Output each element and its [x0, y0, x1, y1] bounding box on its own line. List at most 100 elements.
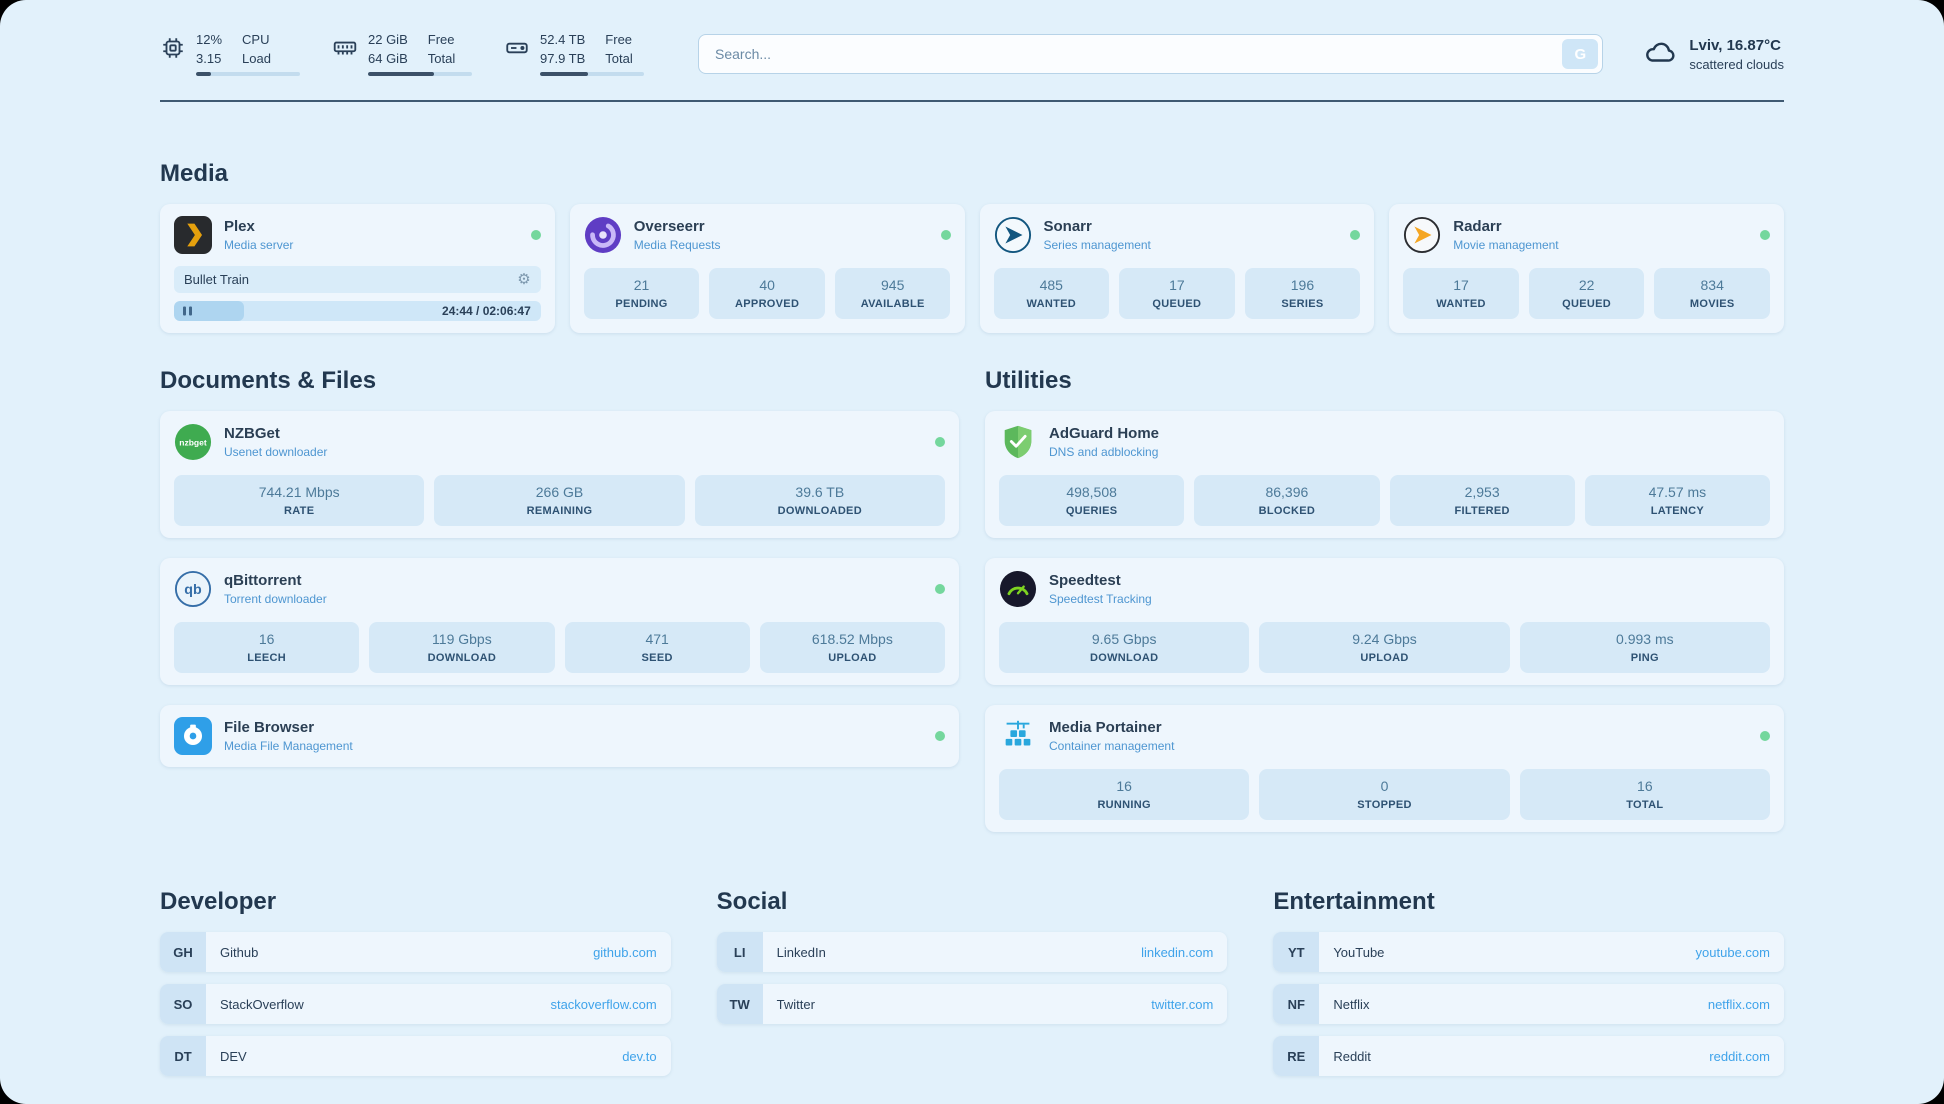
disk-total-label: Total	[605, 51, 633, 66]
service-card-sonarr[interactable]: Sonarr Series management 485 WANTED 17 Q…	[979, 204, 1375, 333]
bookmark-name: DEV	[220, 1048, 247, 1064]
stat-value: 119 Gbps	[432, 631, 492, 647]
stat-value: 16	[258, 631, 275, 647]
cpu-usage-value: 12%	[196, 32, 223, 47]
stat-label: BLOCKED	[1258, 505, 1316, 517]
service-subtitle: Torrent downloader	[224, 592, 327, 606]
weather-location: Lviv, 16.87°C	[1689, 36, 1781, 54]
stat-label: REMAINING	[526, 505, 593, 517]
pause-button[interactable]	[183, 306, 192, 316]
disk-free-label: Free	[605, 32, 633, 47]
stat-label: APPROVED	[735, 298, 800, 310]
stat-block: 945 AVAILABLE	[834, 268, 951, 319]
bookmark-abbr: DT	[160, 1036, 206, 1076]
bookmark-url: youtube.com	[1695, 944, 1770, 960]
stat-block: 196 SERIES	[1244, 268, 1361, 319]
bookmark-netflix[interactable]: NF Netflix netflix.com	[1273, 984, 1784, 1024]
bookmarks-group-entertainment: Entertainment YT YouTube youtube.com NF …	[1273, 888, 1784, 1076]
bookmark-url: github.com	[593, 944, 657, 960]
service-card-qbittorrent[interactable]: qb qBittorrent Torrent downloader 16	[160, 558, 959, 685]
bookmark-stackoverflow[interactable]: SO StackOverflow stackoverflow.com	[160, 984, 671, 1024]
stat-block: 39.6 TB DOWNLOADED	[694, 475, 945, 526]
service-card-portainer[interactable]: Media Portainer Container management 16 …	[985, 705, 1784, 832]
stat-block: 16 TOTAL	[1519, 769, 1770, 820]
nzbget-icon: nzbget	[174, 423, 212, 461]
bookmark-twitter[interactable]: TW Twitter twitter.com	[716, 984, 1228, 1024]
stat-block: 16 RUNNING	[999, 769, 1250, 820]
stat-block: 9.24 Gbps UPLOAD	[1259, 622, 1510, 673]
stat-value: 945	[881, 277, 905, 293]
weather-widget: Lviv, 16.87°C scattered clouds	[1643, 35, 1784, 74]
stat-value: 17	[1453, 277, 1469, 293]
service-subtitle: Media server	[224, 238, 294, 252]
adguard-icon	[999, 423, 1037, 461]
stat-value: 47.57 ms	[1648, 484, 1707, 500]
stat-value: 22	[1578, 277, 1595, 293]
bookmark-url: reddit.com	[1709, 1048, 1770, 1064]
stat-value: 40	[759, 277, 775, 293]
stat-value: 485	[1039, 277, 1063, 293]
stat-value: 16	[1116, 778, 1132, 794]
section-title-developer: Developer	[160, 888, 277, 915]
search-go-button[interactable]: G	[1562, 39, 1599, 69]
service-card-adguard[interactable]: AdGuard Home DNS and adblocking 498,508 …	[985, 411, 1784, 538]
bookmark-youtube[interactable]: YT YouTube youtube.com	[1273, 932, 1784, 972]
cloud-icon	[1643, 35, 1677, 74]
service-card-speedtest[interactable]: Speedtest Speedtest Tracking 9.65 Gbps D…	[985, 558, 1784, 685]
stat-label: PENDING	[615, 298, 668, 310]
stat-label: DOWNLOADED	[777, 505, 862, 517]
stat-value: 266 GB	[535, 484, 584, 500]
stat-label: LATENCY	[1650, 505, 1704, 517]
stat-value: 834	[1700, 277, 1724, 293]
disk-icon	[504, 35, 530, 61]
service-name: File Browser	[224, 719, 315, 736]
stat-label: DOWNLOAD	[1089, 652, 1159, 664]
bookmark-abbr: RE	[1273, 1036, 1320, 1076]
playback-progress-bar: 24:44 / 02:06:47	[174, 301, 541, 321]
speedtest-icon	[999, 570, 1037, 608]
stat-label: LEECH	[247, 652, 287, 664]
service-card-filebrowser[interactable]: File Browser Media File Management	[160, 705, 959, 767]
stat-label: RATE	[284, 505, 315, 517]
stat-value: 9.65 Gbps	[1091, 631, 1157, 647]
gear-icon[interactable]: ⚙	[517, 271, 531, 288]
stat-block: 22 QUEUED	[1528, 268, 1645, 319]
stat-block: 21 PENDING	[583, 268, 700, 319]
service-card-overseerr[interactable]: Overseerr Media Requests 21 PENDING 40 A…	[569, 204, 965, 333]
stat-label: SERIES	[1281, 298, 1324, 310]
bookmark-dev[interactable]: DT DEV dev.to	[160, 1036, 671, 1076]
stat-block: 16 LEECH	[174, 622, 360, 673]
service-card-plex[interactable]: Plex Media server Bullet Train ⚙ 24:44 /…	[160, 204, 555, 333]
service-name: Overseerr	[633, 218, 705, 235]
stat-label: RUNNING	[1097, 799, 1151, 811]
service-card-nzbget[interactable]: nzbget NZBGet Usenet downloader 744.21 M…	[160, 411, 959, 538]
filebrowser-icon	[174, 717, 212, 755]
bookmark-name: Twitter	[776, 996, 815, 1012]
stat-value: 618.52 Mbps	[811, 631, 893, 647]
bookmark-url: netflix.com	[1707, 996, 1770, 1012]
status-dot	[1760, 230, 1770, 240]
service-name: AdGuard Home	[1049, 425, 1160, 442]
stat-block: 266 GB REMAINING	[434, 475, 685, 526]
bookmark-abbr: SO	[160, 984, 206, 1024]
bookmark-linkedin[interactable]: LI LinkedIn linkedin.com	[716, 932, 1228, 972]
disk-progress-bar	[540, 72, 644, 76]
status-dot	[935, 437, 945, 447]
bookmark-name: Netflix	[1333, 996, 1370, 1012]
stat-value: 0.993 ms	[1616, 631, 1674, 647]
playback-time: 24:44 / 02:06:47	[442, 304, 531, 318]
bookmark-reddit[interactable]: RE Reddit reddit.com	[1273, 1036, 1784, 1076]
stat-label: DOWNLOAD	[427, 652, 497, 664]
search-input[interactable]	[698, 34, 1604, 74]
bookmark-github[interactable]: GH Github github.com	[160, 932, 671, 972]
now-playing-row: Bullet Train ⚙	[174, 266, 541, 293]
memory-total-label: Total	[427, 51, 456, 66]
service-subtitle: Speedtest Tracking	[1049, 592, 1152, 606]
stat-value: 17	[1169, 277, 1185, 293]
disk-widget: 52.4 TB 97.9 TB Free Total	[504, 32, 644, 76]
service-card-radarr[interactable]: Radarr Movie management 17 WANTED 22 QUE…	[1389, 204, 1784, 333]
now-playing-title: Bullet Train	[184, 272, 250, 287]
topbar-divider	[160, 100, 1784, 102]
stat-block: 618.52 Mbps UPLOAD	[759, 622, 945, 673]
